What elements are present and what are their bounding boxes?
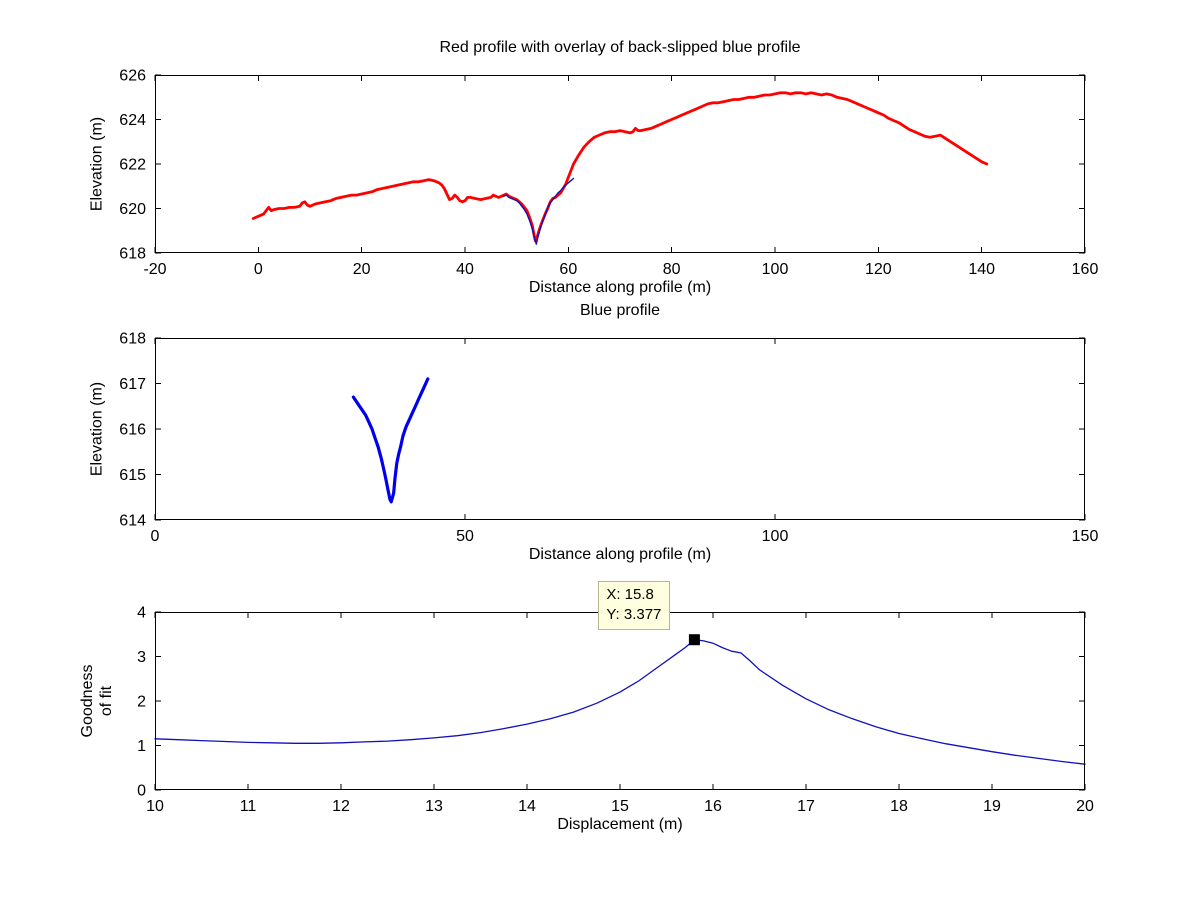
subplot-blue-profile: Blue profile Elevation (m) 0 50 100 150 614 6… xyxy=(89,302,1099,563)
x-tick-label: 19 xyxy=(983,798,1001,815)
red-profile-x-axis-label: Distance along profile (m) xyxy=(528,279,712,296)
data-tip[interactable]: X: 15.8 Y: 3.377 xyxy=(598,580,671,630)
y-tick-label: 617 xyxy=(119,376,146,393)
goodness-of-fit-y-axis-label: Goodness of fit xyxy=(79,664,115,738)
y-tick-label: 618 xyxy=(119,246,146,263)
y-tick-label: 0 xyxy=(137,783,146,800)
x-tick-label: 13 xyxy=(425,798,443,815)
x-tick-label: 120 xyxy=(865,261,892,278)
x-tick-label: 150 xyxy=(1072,528,1099,545)
x-tick-label: 100 xyxy=(762,528,789,545)
data-tip-marker[interactable] xyxy=(688,634,700,646)
y-tick-label: 624 xyxy=(119,112,146,129)
x-tick-label: 15 xyxy=(611,798,629,815)
y-tick-label: 2 xyxy=(137,694,146,711)
x-tick-label: 0 xyxy=(151,528,160,545)
goodness-of-fit-line xyxy=(154,639,1086,765)
y-tick-label: 616 xyxy=(119,422,146,439)
x-tick-label: 140 xyxy=(968,261,995,278)
x-tick-label: 160 xyxy=(1072,261,1099,278)
x-tick-label: 80 xyxy=(663,261,681,278)
axes-box xyxy=(155,338,1085,520)
x-tick-label: -20 xyxy=(143,261,166,278)
x-tick-label: 11 xyxy=(240,798,257,815)
x-tick-label: 100 xyxy=(762,261,789,278)
blue-profile-y-axis-label: Elevation (m) xyxy=(88,381,106,477)
y-tick-label: 1 xyxy=(137,738,146,755)
blue-profile-plot-area: 0 50 100 150 614 615 616 617 618 xyxy=(119,331,1098,546)
x-tick-label: 18 xyxy=(890,798,908,815)
x-tick-label: 0 xyxy=(254,261,263,278)
x-tick-label: 10 xyxy=(146,798,164,815)
red-profile-plot-area: -20 0 20 40 60 80 100 120 140 160 618 620 622 624 626 xyxy=(119,68,1098,279)
y-tick-label: 615 xyxy=(119,467,146,484)
y-tick-label: 626 xyxy=(119,68,146,85)
goodness-of-fit-x-axis-label: Displacement (m) xyxy=(557,816,683,833)
axes-box xyxy=(155,75,1085,253)
red-profile-title: Red profile with overlay of back-slipped… xyxy=(439,39,801,56)
x-tick-label: 20 xyxy=(1076,798,1094,815)
axes-box xyxy=(155,612,1085,790)
x-tick-label: 50 xyxy=(456,528,474,545)
subplot-red-profile-overlay: Red profile with overlay of back-slipped… xyxy=(89,39,1099,296)
y-tick-label: 618 xyxy=(119,331,146,348)
y-tick-label: 620 xyxy=(119,201,146,218)
y-tick-label: 622 xyxy=(119,157,146,174)
x-tick-label: 14 xyxy=(518,798,536,815)
data-tip-x-value: X: 15.8 xyxy=(606,585,654,603)
y-tick-label: 614 xyxy=(119,513,146,530)
blue-profile-line xyxy=(351,377,430,504)
x-tick-label: 40 xyxy=(456,261,474,278)
subplot-goodness-of-fit: Goodness of fit 10 11 12 13 14 15 16 17 18 19 20 0 1… xyxy=(79,605,1094,834)
data-tip-y-value: Y: 3.377 xyxy=(606,605,662,623)
red-profile-line xyxy=(251,91,989,243)
y-tick-label: 3 xyxy=(137,649,146,666)
y-tick-label: 4 xyxy=(137,605,146,622)
x-tick-label: 12 xyxy=(332,798,350,815)
back-slipped-blue-profile-line xyxy=(503,177,575,245)
red-profile-y-axis-label: Elevation (m) xyxy=(88,116,106,212)
x-tick-label: 17 xyxy=(797,798,815,815)
x-tick-label: 16 xyxy=(704,798,722,815)
blue-profile-x-axis-label: Distance along profile (m) xyxy=(528,546,712,563)
blue-profile-title: Blue profile xyxy=(579,302,661,319)
x-tick-label: 20 xyxy=(353,261,371,278)
x-tick-label: 60 xyxy=(559,261,577,278)
